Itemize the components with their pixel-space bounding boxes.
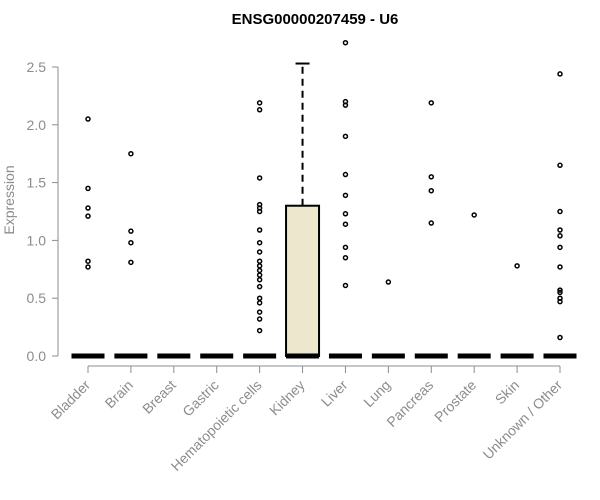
- outlier-point: [256, 227, 263, 233]
- outlier-point: [385, 279, 392, 285]
- box-group: [285, 62, 321, 359]
- outlier-point: [256, 316, 263, 322]
- outlier-point: [342, 211, 349, 217]
- outlier-point: [342, 282, 349, 289]
- outlier-point: [128, 239, 134, 246]
- outlier-point: [85, 205, 91, 211]
- y-tick-label: 2.5: [27, 59, 47, 75]
- outlier-point: [256, 295, 263, 301]
- outlier-point: [342, 221, 349, 227]
- y-tick-label: 1.0: [27, 232, 47, 248]
- outlier-point: [342, 39, 349, 46]
- y-tick-label: 1.5: [27, 175, 47, 191]
- outlier-point: [342, 133, 349, 140]
- outlier-point: [128, 259, 134, 266]
- outlier-point: [256, 208, 263, 215]
- x-tick-label: Bladder: [48, 377, 94, 423]
- outlier-point: [557, 233, 563, 239]
- x-tick-label: Gastric: [179, 377, 222, 420]
- outlier-point: [256, 175, 263, 181]
- outlier-point: [256, 258, 263, 264]
- outlier-point: [256, 300, 263, 306]
- outlier-point: [342, 102, 349, 108]
- x-tick-label: Kidney: [266, 377, 308, 419]
- outlier-point: [256, 263, 263, 269]
- outlier-point: [557, 227, 563, 233]
- outlier-point: [256, 327, 263, 334]
- outlier-point: [557, 208, 563, 215]
- outlier-point: [557, 71, 563, 77]
- plot-area: [71, 39, 577, 359]
- outlier-point: [128, 228, 134, 234]
- x-tick-label: Skin: [492, 377, 523, 408]
- x-tick-label: Prostate: [431, 377, 479, 425]
- outlier-point: [342, 192, 349, 199]
- x-tick-label: Breast: [139, 377, 179, 417]
- outlier-point: [342, 254, 349, 261]
- outlier-point: [514, 263, 520, 269]
- outlier-point: [342, 244, 349, 251]
- outlier-point: [428, 220, 435, 226]
- outlier-point: [256, 100, 263, 106]
- x-tick-label: Brain: [102, 377, 136, 411]
- outlier-point: [85, 258, 91, 264]
- x-tick-label: Liver: [318, 377, 351, 410]
- y-tick-label: 0.5: [27, 290, 47, 306]
- outlier-point: [256, 272, 263, 278]
- outlier-point: [557, 162, 563, 169]
- outlier-point: [256, 283, 263, 290]
- outlier-point: [557, 334, 563, 341]
- outlier-point: [428, 174, 435, 180]
- x-tick-label: Pancreas: [383, 377, 436, 430]
- outlier-point: [85, 264, 91, 270]
- outlier-point: [256, 267, 263, 274]
- outlier-point: [557, 298, 563, 305]
- x-tick-label: Unknown / Other: [480, 377, 566, 463]
- outlier-point: [85, 213, 91, 219]
- outlier-point: [557, 264, 563, 270]
- y-tick-label: 2.0: [27, 117, 47, 133]
- y-axis-label: Expression: [1, 165, 17, 234]
- outlier-point: [85, 185, 91, 192]
- outlier-point: [256, 309, 263, 315]
- outlier-point: [557, 244, 563, 251]
- outlier-point: [256, 239, 263, 246]
- outlier-point: [428, 187, 435, 194]
- outlier-point: [128, 150, 134, 157]
- y-axis: 0.0 0.5 1.0 1.5 2.0 2.5: [27, 59, 59, 364]
- outlier-point: [428, 100, 435, 106]
- x-tick-label: Lung: [360, 377, 393, 410]
- outlier-point: [256, 107, 263, 113]
- outlier-point: [342, 171, 349, 178]
- chart-title: ENSG00000207459 - U6: [232, 11, 399, 28]
- outlier-point: [557, 289, 563, 296]
- outlier-point: [256, 249, 263, 255]
- outlier-point: [256, 276, 263, 283]
- outlier-point: [85, 116, 91, 122]
- box: [285, 204, 321, 357]
- outlier-point: [557, 287, 563, 293]
- outlier-point: [471, 212, 477, 218]
- y-tick-label: 0.0: [27, 348, 47, 364]
